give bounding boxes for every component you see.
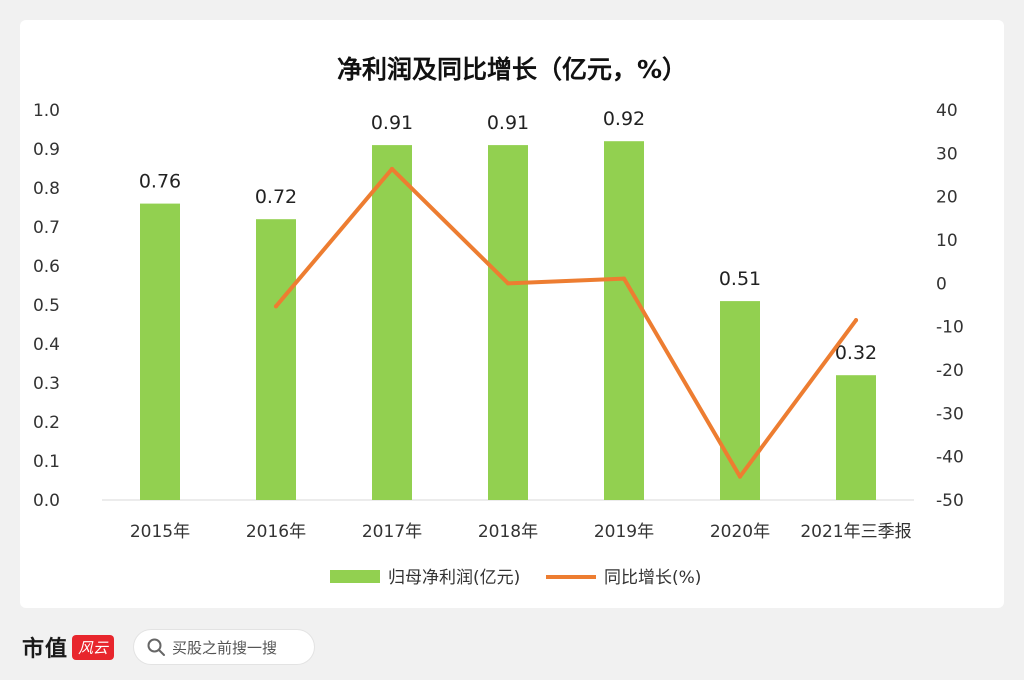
chart-card: 净利润及同比增长（亿元，%） 0.0 0.1 0.2 0.3 0.4 0.5 0.6 0.7 0… — [20, 20, 1004, 608]
x-tick-label: 2019年 — [594, 522, 654, 542]
y-left-tick-label: 0.2 — [33, 413, 60, 433]
brand-name: 市值 — [22, 637, 69, 662]
y-right-tick-label: -40 — [936, 448, 964, 468]
search-box[interactable]: 买股之前搜一搜 — [134, 630, 314, 664]
legend-label-line: 同比增长(%) — [604, 568, 701, 588]
y-right-tick-label: 10 — [936, 231, 958, 251]
bar — [256, 219, 296, 500]
y-right-tick-label: 20 — [936, 188, 958, 208]
legend-swatch-bars — [330, 570, 380, 583]
brand-logo: 市值 风云 — [22, 630, 115, 664]
bar — [372, 145, 412, 500]
bar-data-label: 0.32 — [835, 342, 877, 364]
x-tick-label: 2018年 — [478, 522, 538, 542]
line-point — [274, 304, 278, 309]
y-left-tick-label: 0.5 — [33, 296, 60, 316]
x-tick-label: 2020年 — [710, 522, 770, 542]
legend-label-bars: 归母净利润(亿元) — [388, 568, 520, 588]
bar — [720, 301, 760, 500]
search-placeholder: 买股之前搜一搜 — [172, 638, 278, 657]
y-left-tick-label: 0.7 — [33, 218, 60, 238]
bar-data-label: 0.91 — [371, 112, 413, 134]
line-point — [390, 166, 394, 171]
y-left-tick-label: 0.6 — [33, 257, 60, 277]
y-left-tick-label: 0.8 — [33, 179, 60, 199]
brand-mark: 风云 — [72, 634, 115, 660]
y-right-tick-label: 30 — [936, 144, 958, 164]
y-left-tick-label: 0.3 — [33, 374, 60, 394]
y-right-tick-label: -30 — [936, 404, 964, 424]
y-right-tick-label: -50 — [936, 491, 964, 511]
x-tick-label: 2017年 — [362, 522, 422, 542]
x-tick-label: 2016年 — [246, 522, 306, 542]
y-left-tick-label: 0.9 — [33, 140, 60, 160]
y-left-tick-label: 1.0 — [33, 101, 60, 121]
y-right-tick-label: -10 — [936, 318, 964, 338]
y-left-tick-label: 0.4 — [33, 335, 60, 355]
bar-data-label: 0.51 — [719, 268, 761, 290]
bar-data-label: 0.92 — [603, 108, 645, 130]
x-tick-label: 2021年三季报 — [800, 522, 911, 542]
bar — [836, 375, 876, 500]
line-point — [506, 281, 510, 286]
bar-data-label: 0.76 — [139, 171, 181, 193]
line-point — [622, 276, 626, 281]
x-tick-label: 2015年 — [130, 522, 190, 542]
y-right-tick-label: -20 — [936, 361, 964, 381]
bar-data-label: 0.91 — [487, 112, 529, 134]
search-icon — [147, 638, 165, 656]
chart-title: 净利润及同比增长（亿元，%） — [336, 55, 688, 84]
y-right-tick-label: 0 — [936, 274, 947, 294]
line-series-growth — [274, 166, 858, 479]
chart-plot: 0.0 0.1 0.2 0.3 0.4 0.5 0.6 0.7 0.8 0.9 1.0 -50 -40 -… — [33, 101, 964, 588]
line-point — [738, 474, 742, 479]
bar-data-label: 0.72 — [255, 186, 297, 208]
bar — [140, 203, 180, 500]
bar — [604, 141, 644, 500]
bar — [488, 145, 528, 500]
y-right-tick-label: 40 — [936, 101, 958, 121]
y-left-tick-label: 0.0 — [33, 491, 60, 511]
line-point — [854, 318, 858, 323]
footer-bar: 市值 风云 买股之前搜一搜 — [0, 620, 1024, 680]
y-left-tick-label: 0.1 — [33, 452, 60, 472]
